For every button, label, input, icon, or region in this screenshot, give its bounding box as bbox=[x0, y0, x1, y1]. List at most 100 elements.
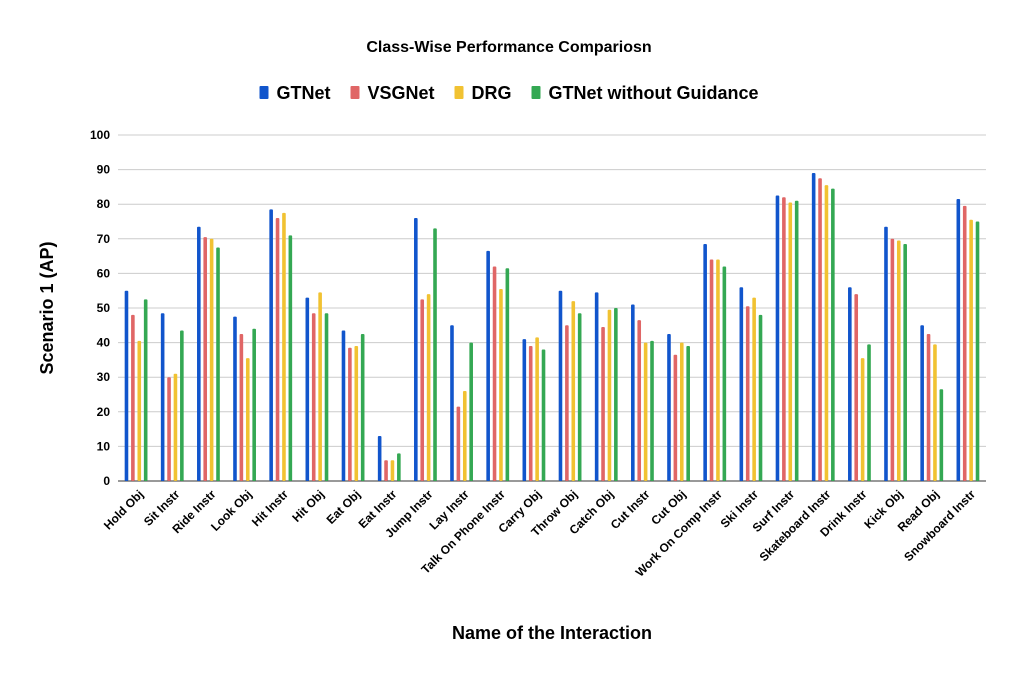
legend-swatch bbox=[259, 86, 269, 99]
bar-drg-22 bbox=[933, 344, 937, 481]
y-tick-label: 40 bbox=[97, 336, 111, 350]
bar-gtnet-without-guidance-6 bbox=[360, 333, 365, 481]
bar-gtnet-without-guidance-15 bbox=[686, 346, 690, 481]
bar-vsgnet-5 bbox=[311, 313, 316, 481]
bar-drg-19 bbox=[824, 185, 829, 482]
bar-vsgnet-21 bbox=[890, 238, 895, 481]
bar-vsgnet-22 bbox=[926, 333, 931, 481]
bar-gtnet-without-guidance-12 bbox=[577, 313, 582, 481]
legend-swatch bbox=[454, 86, 464, 99]
y-tick-label: 50 bbox=[97, 301, 111, 315]
bar-drg-6 bbox=[354, 346, 359, 481]
legend: GTNet VSGNet DRG GTNet without Guidance bbox=[259, 83, 759, 103]
bar-drg-0 bbox=[137, 340, 142, 481]
bar-drg-21 bbox=[896, 240, 901, 481]
bar-vsgnet-15 bbox=[673, 354, 678, 481]
bar-vsgnet-17 bbox=[745, 306, 750, 481]
bar-gtnet-without-guidance-5 bbox=[324, 313, 329, 481]
bar-drg-2 bbox=[209, 238, 214, 481]
bar-gtnet-without-guidance-13 bbox=[614, 308, 618, 481]
y-tick-label: 0 bbox=[103, 474, 110, 488]
x-tick-label: Hit Instr bbox=[249, 487, 291, 529]
bar-gtnet-without-guidance-4 bbox=[288, 235, 293, 481]
bar-gtnet-without-guidance-0 bbox=[143, 299, 148, 481]
bar-gtnet-13 bbox=[594, 292, 599, 481]
bar-gtnet-20 bbox=[848, 287, 852, 481]
y-tick-label: 90 bbox=[97, 163, 111, 177]
bars bbox=[124, 173, 980, 482]
x-tick-label: Hold Obj bbox=[101, 487, 146, 532]
bar-gtnet-2 bbox=[197, 226, 201, 481]
bar-vsgnet-6 bbox=[348, 347, 352, 481]
bar-gtnet-without-guidance-8 bbox=[433, 228, 437, 481]
bar-gtnet-22 bbox=[920, 325, 924, 481]
bar-vsgnet-13 bbox=[601, 327, 605, 481]
bar-vsgnet-7 bbox=[384, 460, 388, 481]
bar-drg-23 bbox=[969, 219, 973, 481]
y-axis-label: Scenario 1 (AP) bbox=[37, 241, 57, 374]
bar-drg-10 bbox=[499, 288, 503, 481]
bar-gtnet-4 bbox=[269, 209, 273, 481]
bar-vsgnet-11 bbox=[528, 346, 533, 481]
bar-gtnet-without-guidance-14 bbox=[650, 340, 654, 481]
y-tick-label: 60 bbox=[97, 266, 111, 280]
legend-item-drg: DRG bbox=[454, 83, 512, 103]
bar-gtnet-6 bbox=[341, 330, 346, 481]
bar-vsgnet-4 bbox=[275, 218, 280, 482]
bar-gtnet-23 bbox=[956, 199, 961, 481]
bar-vsgnet-0 bbox=[131, 314, 135, 481]
bar-gtnet-0 bbox=[124, 290, 129, 481]
bar-gtnet-7 bbox=[377, 436, 382, 481]
bar-drg-7 bbox=[390, 460, 395, 481]
bar-vsgnet-8 bbox=[420, 299, 425, 481]
bar-gtnet-15 bbox=[667, 333, 671, 481]
chart-title: Class-Wise Performance Compariosn bbox=[366, 39, 651, 56]
bar-vsgnet-10 bbox=[492, 266, 497, 481]
bar-drg-14 bbox=[643, 342, 648, 481]
bar-vsgnet-12 bbox=[565, 325, 569, 481]
legend-label: VSGNet bbox=[368, 83, 435, 103]
bar-gtnet-without-guidance-20 bbox=[867, 344, 871, 481]
y-tick-label: 80 bbox=[97, 197, 111, 211]
bar-gtnet-8 bbox=[414, 218, 418, 482]
bar-gtnet-1 bbox=[160, 313, 165, 481]
bar-vsgnet-14 bbox=[637, 320, 642, 481]
bar-gtnet-3 bbox=[233, 316, 237, 481]
bar-drg-17 bbox=[752, 297, 756, 481]
bar-gtnet-12 bbox=[558, 290, 563, 481]
bar-drg-20 bbox=[860, 358, 865, 481]
bar-gtnet-without-guidance-19 bbox=[831, 188, 835, 481]
bar-vsgnet-18 bbox=[782, 197, 786, 481]
x-tick-label: Hit Obj bbox=[289, 487, 327, 525]
bar-gtnet-without-guidance-3 bbox=[252, 328, 256, 481]
bar-vsgnet-3 bbox=[239, 333, 244, 481]
bar-vsgnet-20 bbox=[854, 294, 859, 481]
x-tick-label: Cut Instr bbox=[608, 487, 653, 532]
y-tick-label: 10 bbox=[97, 439, 111, 453]
bar-drg-8 bbox=[426, 294, 431, 481]
bar-gtnet-without-guidance-18 bbox=[794, 200, 799, 482]
y-tick-label: 20 bbox=[97, 405, 111, 419]
legend-item-gtnet-without-guidance: GTNet without Guidance bbox=[531, 83, 759, 103]
bar-gtnet-without-guidance-16 bbox=[722, 266, 727, 481]
x-axis-label: Name of the Interaction bbox=[452, 623, 652, 643]
bar-gtnet-without-guidance-9 bbox=[469, 342, 473, 481]
bar-gtnet-18 bbox=[775, 195, 780, 482]
bar-gtnet-without-guidance-10 bbox=[505, 268, 510, 481]
bar-drg-11 bbox=[535, 337, 539, 481]
bar-gtnet-14 bbox=[631, 304, 635, 481]
bar-vsgnet-19 bbox=[818, 178, 822, 481]
bar-drg-4 bbox=[282, 212, 286, 481]
bar-vsgnet-16 bbox=[709, 259, 714, 481]
bar-drg-16 bbox=[716, 259, 720, 481]
bar-gtnet-21 bbox=[884, 226, 888, 481]
bar-gtnet-without-guidance-17 bbox=[758, 314, 763, 481]
bar-gtnet-without-guidance-1 bbox=[180, 330, 184, 481]
bar-drg-1 bbox=[173, 373, 178, 481]
y-axis-ticks: 0 10 20 30 40 50 60 70 80 90 100 bbox=[90, 128, 110, 488]
bar-gtnet-10 bbox=[486, 250, 490, 481]
y-tick-label: 100 bbox=[90, 128, 110, 142]
legend-label: GTNet bbox=[277, 83, 331, 103]
